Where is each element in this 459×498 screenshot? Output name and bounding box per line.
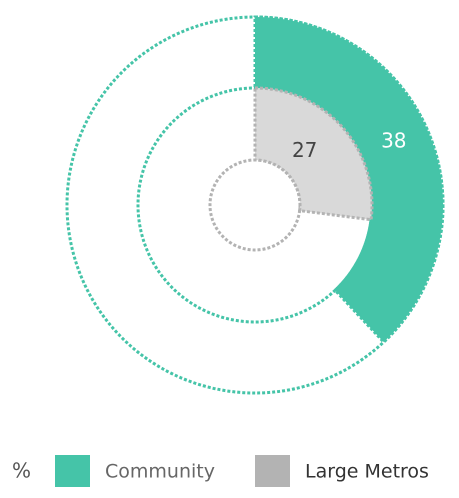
data-label: 27 xyxy=(292,138,317,162)
legend-swatch xyxy=(255,455,290,487)
legend-label: Large Metros xyxy=(305,461,429,483)
unit-label: % xyxy=(12,459,31,483)
data-label: 38 xyxy=(381,128,406,152)
slice xyxy=(253,86,374,222)
legend-swatch xyxy=(55,455,90,487)
legend-label: Community xyxy=(105,461,215,483)
